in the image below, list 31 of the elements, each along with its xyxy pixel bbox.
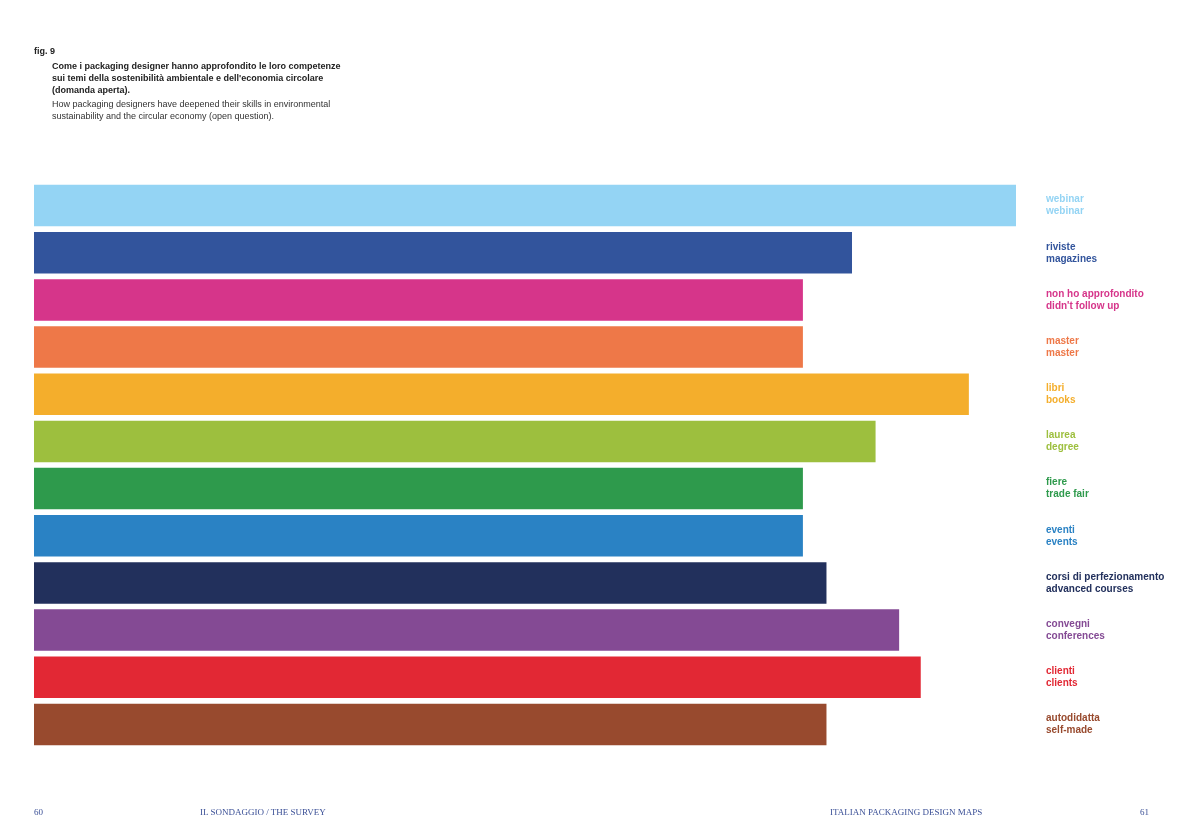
y-tick-label: non ho approfondito didn't follow up: [1046, 287, 1144, 311]
bar: [34, 279, 803, 321]
y-tick-label: autodidatta self-made: [1046, 712, 1101, 736]
text: 61: [1140, 807, 1149, 817]
bar: [34, 609, 900, 651]
bar: [34, 467, 803, 510]
bar: [34, 232, 853, 274]
y-tick-label: webinar webinar: [1045, 193, 1084, 217]
y-tick-label: riviste magazines: [1046, 240, 1098, 264]
text: IL SONDAGGIO / THE SURVEY: [200, 807, 326, 817]
y-tick-label: master master: [1046, 334, 1079, 358]
bar: [34, 703, 827, 746]
y-tick-label: eventi events: [1046, 523, 1079, 547]
bar: [34, 515, 803, 557]
chart-title: Come i packaging designer hanno approfondito le loro competenze sui temi della sostenibilità ambientale e dell'economia circolare (domanda aperta).: [52, 60, 342, 96]
bar: [34, 656, 921, 698]
text: ITALIAN PACKAGING DESIGN MAPS: [830, 807, 983, 817]
bar: [34, 373, 969, 415]
y-tick-label: corsi di perfezionamento advanced courses: [1046, 570, 1165, 594]
chart-subtitle: How packaging designers have deepened their skills in environmental sustainability and the circular economy (open question).: [52, 98, 332, 122]
y-tick-label: convegni conferences: [1046, 617, 1106, 641]
y-tick-label: laurea degree: [1046, 429, 1080, 453]
bar: [34, 420, 876, 463]
caption: fig. 9: [34, 46, 56, 56]
y-tick-label: fiere trade fair: [1046, 476, 1089, 500]
y-tick-label: clienti clients: [1046, 665, 1079, 688]
y-tick-label: libri books: [1046, 382, 1076, 405]
bar: [34, 562, 827, 604]
text: 60: [34, 807, 43, 817]
bar: [34, 184, 1016, 227]
bar: [34, 326, 803, 368]
